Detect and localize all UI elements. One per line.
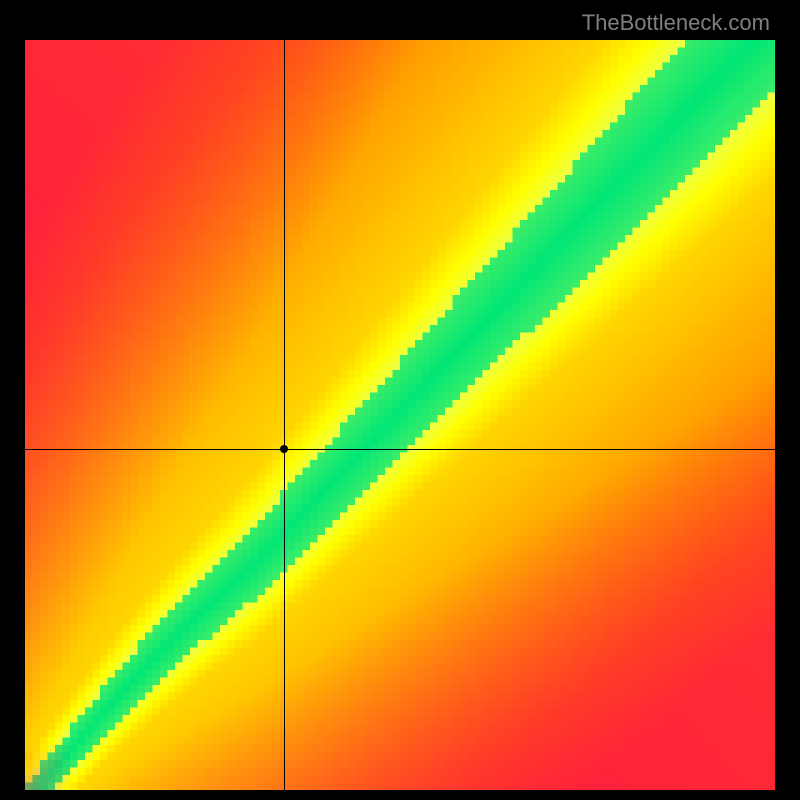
marker-dot xyxy=(280,445,288,453)
watermark-text: TheBottleneck.com xyxy=(582,10,770,36)
crosshair-vertical xyxy=(284,40,285,790)
plot-area xyxy=(25,40,775,790)
chart-container: TheBottleneck.com xyxy=(0,0,800,800)
crosshair-horizontal xyxy=(25,449,775,450)
heatmap-canvas xyxy=(25,40,775,790)
